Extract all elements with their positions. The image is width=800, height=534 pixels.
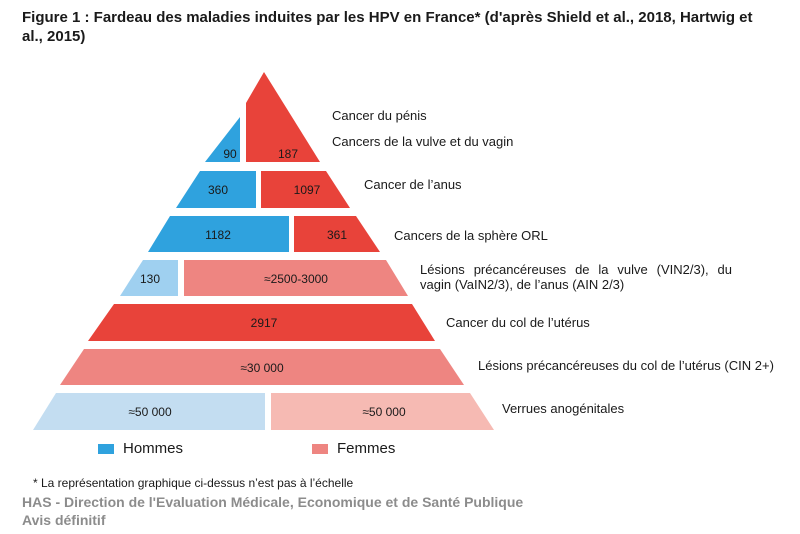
legend-hommes-label: Hommes — [123, 440, 184, 457]
segment-hommes-verrues — [33, 393, 265, 430]
value-femmes-verrues: ≈50 000 — [362, 405, 406, 419]
legend-hommes-swatch — [98, 444, 114, 454]
label-cancer-orl: Cancers de la sphère ORL — [394, 228, 548, 243]
segment-femmes-vulve-vagin — [246, 72, 320, 162]
segment-femmes-orl — [294, 216, 380, 252]
segment-femmes-col-uterus — [88, 304, 435, 341]
label-lesions-cin: Lésions précancéreuses du col de l’utéru… — [478, 358, 774, 373]
value-hommes-lesions-vin: 130 — [140, 272, 160, 286]
segment-femmes-lesions-cin — [60, 349, 464, 385]
value-hommes-orl: 1182 — [205, 228, 231, 242]
segment-femmes-lesions-vin — [184, 260, 408, 296]
figure-title: Figure 1 : Fardeau des maladies induites… — [22, 9, 753, 45]
segment-femmes-anus — [261, 171, 350, 208]
segment-femmes-verrues — [271, 393, 494, 430]
label-cancer-vulve-vagin: Cancers de la vulve et du vagin — [332, 134, 514, 149]
legend-femmes-swatch — [312, 444, 328, 454]
pyramid-diagram: 90 187 360 1097 1182 361 130 ≈2500-3000 … — [33, 72, 494, 430]
label-verrues: Verrues anogénitales — [502, 401, 625, 416]
footer-line2: Avis définitif — [22, 512, 106, 528]
footer-line1: HAS - Direction de l'Evaluation Médicale… — [22, 494, 524, 510]
segment-hommes-lesions-vin — [120, 260, 178, 296]
value-femmes-orl: 361 — [327, 228, 347, 242]
segment-hommes-orl — [148, 216, 289, 252]
value-femmes-col-uterus: 2917 — [251, 316, 278, 330]
value-femmes-lesions-vin: ≈2500-3000 — [264, 272, 328, 286]
label-cancer-anus: Cancer de l’anus — [364, 177, 462, 192]
value-femmes-vulve-vagin: 187 — [278, 147, 298, 161]
segment-hommes-penis — [205, 117, 240, 162]
footnote: * La représentation graphique ci-dessus … — [33, 476, 354, 490]
value-hommes-anus: 360 — [208, 183, 228, 197]
legend-femmes-label: Femmes — [337, 440, 396, 457]
label-cancer-penis: Cancer du pénis — [332, 108, 427, 123]
segment-hommes-anus — [176, 171, 256, 208]
value-hommes-penis: 90 — [223, 147, 237, 161]
value-femmes-lesions-cin: ≈30 000 — [240, 361, 284, 375]
label-lesions-vin: Lésions précancéreuses de la vulve (VIN2… — [420, 262, 732, 292]
value-femmes-anus: 1097 — [294, 183, 321, 197]
value-hommes-verrues: ≈50 000 — [128, 405, 172, 419]
label-cancer-col-uterus: Cancer du col de l’utérus — [446, 315, 590, 330]
